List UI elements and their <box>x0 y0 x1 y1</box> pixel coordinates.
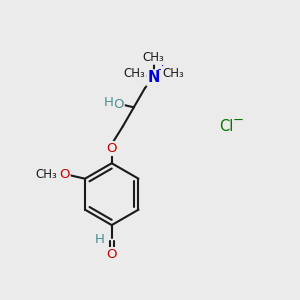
Text: −: − <box>232 114 243 127</box>
Text: O: O <box>113 98 124 111</box>
Text: O: O <box>106 142 117 155</box>
Text: CH₃: CH₃ <box>143 51 165 64</box>
Text: O: O <box>106 248 117 261</box>
Text: N: N <box>148 70 160 86</box>
Text: H: H <box>95 233 105 246</box>
Text: +: + <box>156 63 167 76</box>
Text: CH₃: CH₃ <box>124 67 146 80</box>
Text: CH₃: CH₃ <box>162 67 184 80</box>
Text: H: H <box>104 96 114 110</box>
Text: O: O <box>59 168 70 181</box>
Text: Cl: Cl <box>219 119 234 134</box>
Text: CH₃: CH₃ <box>36 168 58 181</box>
